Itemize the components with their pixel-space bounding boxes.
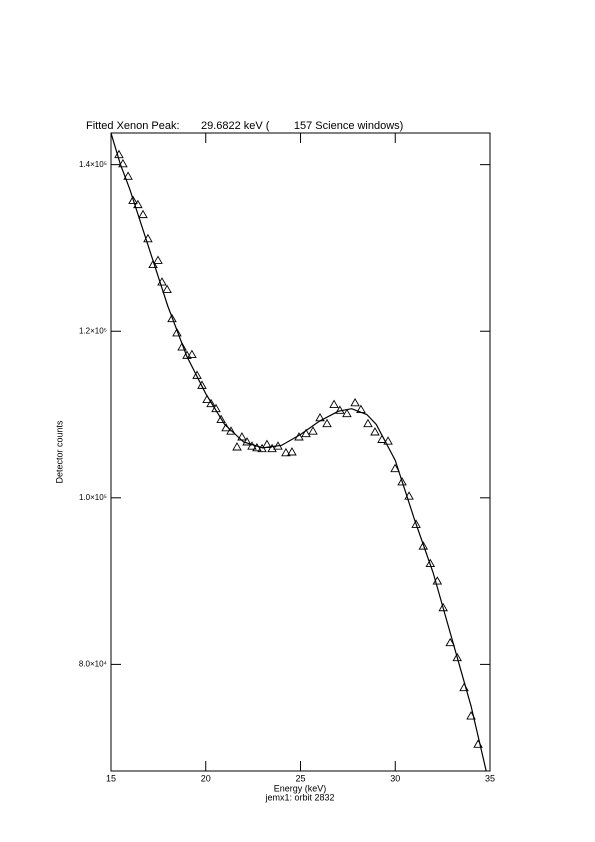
data-point <box>397 477 407 486</box>
data-point <box>128 195 138 204</box>
data-point <box>167 313 177 323</box>
data-point <box>232 442 242 451</box>
x-axis-label: Energy (keV) <box>274 783 327 793</box>
data-point <box>411 519 421 528</box>
x-tick-label: 15 <box>106 773 116 783</box>
data-point <box>281 447 291 457</box>
y-tick-label: 8.0×10⁴ <box>79 659 108 668</box>
data-point <box>329 399 339 408</box>
x-tick-label: 30 <box>390 773 400 783</box>
data-point <box>172 327 182 337</box>
data-point <box>370 427 380 436</box>
data-point <box>118 158 128 168</box>
data-point <box>252 442 262 452</box>
data-point <box>192 370 202 379</box>
data-point <box>148 259 158 269</box>
x-tick-label: 20 <box>201 773 211 783</box>
data-point <box>452 652 462 662</box>
data-point <box>123 171 133 180</box>
data-point <box>383 436 393 445</box>
data-point <box>335 405 345 414</box>
data-point <box>226 426 236 435</box>
data-point <box>301 428 311 438</box>
y-axis-label: Detector counts <box>54 420 64 484</box>
data-point <box>425 558 436 568</box>
y-tick-label: 1.2×10⁵ <box>79 326 107 335</box>
chart-title: Fitted Xenon Peak: 29.6822 keV ( 157 Sci… <box>86 120 403 132</box>
data-point <box>445 637 455 647</box>
data-point <box>287 447 297 456</box>
data-point <box>418 541 429 550</box>
data-point <box>342 408 352 418</box>
data-point <box>153 255 163 264</box>
data-point <box>308 426 318 435</box>
y-tick-label: 1.4×10⁵ <box>79 160 107 169</box>
y-tick-label: 1.0×10⁵ <box>79 493 107 502</box>
data-point <box>390 463 400 473</box>
data-point <box>216 414 226 423</box>
x-tick-label: 25 <box>295 773 305 783</box>
data-point <box>138 209 148 219</box>
data-point <box>438 602 448 612</box>
data-point <box>162 284 172 294</box>
data-point <box>350 397 360 407</box>
data-point <box>177 342 187 351</box>
data-point <box>242 437 252 446</box>
data-point <box>363 418 373 428</box>
data-point <box>187 349 197 359</box>
data-point <box>206 398 216 408</box>
data-point <box>133 199 143 209</box>
x-tick-label: 35 <box>485 773 495 783</box>
data-point <box>322 418 332 428</box>
annotation: jemx1: orbit 2832 <box>264 792 334 802</box>
fit-line <box>111 133 487 771</box>
data-point <box>197 380 207 389</box>
